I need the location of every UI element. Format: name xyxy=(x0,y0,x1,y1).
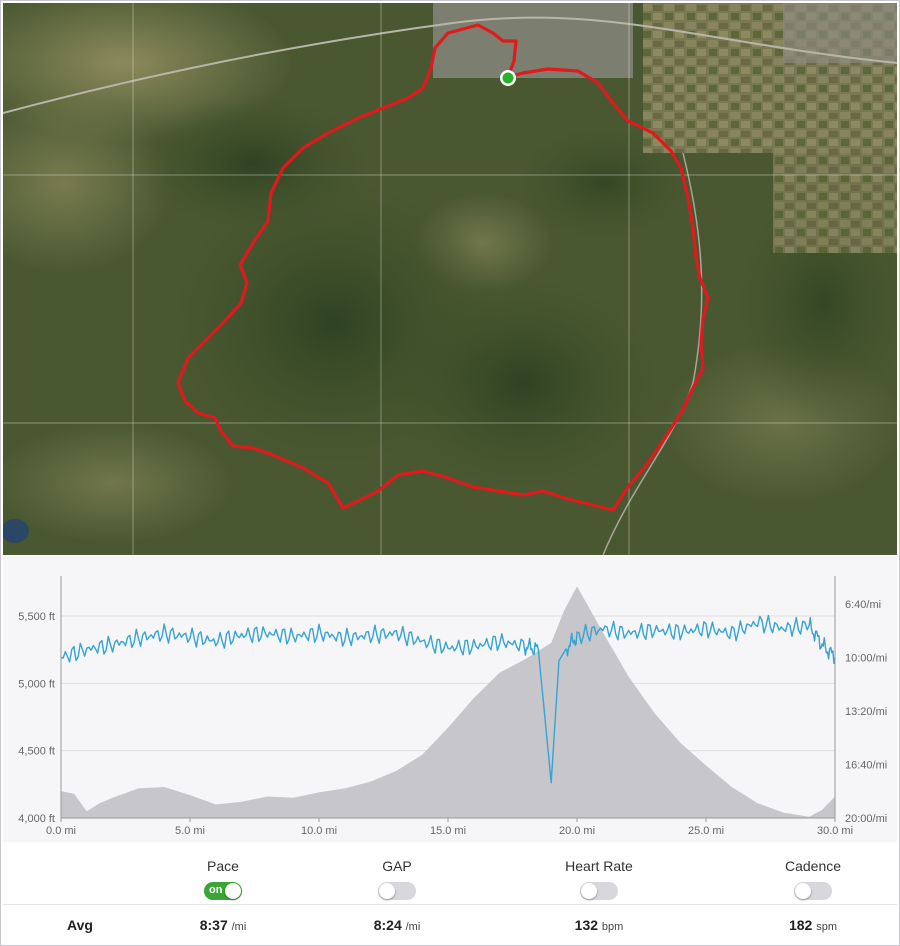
left-tick-label: 5,500 ft xyxy=(18,611,55,623)
x-tick-label: 0.0 mi xyxy=(46,825,76,837)
x-tick-label: 10.0 mi xyxy=(301,825,337,837)
pace-line xyxy=(60,614,836,784)
pace-control: Pace on xyxy=(163,858,283,905)
elevation-area xyxy=(61,586,835,818)
avg-row: Avg 8:37 /mi 8:24 /mi 132 bpm 182 spm xyxy=(3,915,897,937)
x-tick-label: 30.0 mi xyxy=(817,825,853,837)
pace-label: Pace xyxy=(207,858,239,874)
avg-label: Avg xyxy=(67,917,93,933)
heart-rate-control: Heart Rate xyxy=(539,858,659,905)
heart-rate-toggle[interactable] xyxy=(580,882,618,900)
left-tick-label: 4,500 ft xyxy=(18,746,55,758)
avg-pace-value: 8:37 xyxy=(199,917,228,933)
avg-heart-rate-value: 132 xyxy=(574,917,599,933)
right-tick-label: 20:00/mi xyxy=(845,813,887,825)
gap-label: GAP xyxy=(382,858,412,874)
left-tick-label: 4,000 ft xyxy=(18,813,55,825)
avg-gap: 8:24 /mi xyxy=(337,917,457,933)
avg-gap-value: 8:24 xyxy=(373,917,402,933)
divider xyxy=(3,904,897,905)
avg-cadence: 182 spm xyxy=(753,917,873,933)
elevation-pace-chart[interactable]: 5,500 ft 5,000 ft 4,500 ft 4,000 ft 6:40/mi… xyxy=(3,556,897,842)
avg-cadence-value: 182 xyxy=(788,917,813,933)
route-map[interactable] xyxy=(3,3,897,555)
metric-controls: Pace on GAP Heart Rate Cadence Avg 8:37 … xyxy=(3,842,897,942)
avg-cadence-unit: spm xyxy=(816,921,838,933)
avg-pace: 8:37 /mi xyxy=(163,917,283,933)
right-tick-label: 10:00/mi xyxy=(845,652,887,664)
pace-toggle-text: on xyxy=(209,884,223,896)
avg-pace-unit: /mi xyxy=(231,921,247,933)
right-tick-label: 6:40/mi xyxy=(845,599,881,611)
avg-heart-rate-unit: bpm xyxy=(601,921,624,933)
route-line xyxy=(176,23,710,512)
left-tick-label: 5,000 ft xyxy=(18,678,55,690)
cadence-toggle[interactable] xyxy=(794,882,832,900)
satellite-map xyxy=(3,3,897,555)
avg-heart-rate: 132 bpm xyxy=(539,917,659,933)
chart-svg: 5,500 ft 5,000 ft 4,500 ft 4,000 ft 6:40/mi… xyxy=(18,576,887,837)
x-tick-label: 25.0 mi xyxy=(688,825,724,837)
cadence-label: Cadence xyxy=(784,858,842,874)
pace-toggle[interactable]: on xyxy=(204,882,242,900)
avg-gap-unit: /mi xyxy=(405,921,421,933)
right-tick-label: 13:20/mi xyxy=(845,706,887,718)
x-tick-label: 5.0 mi xyxy=(175,825,205,837)
gap-control: GAP xyxy=(337,858,457,905)
right-tick-label: 16:40/mi xyxy=(845,760,887,772)
gap-toggle[interactable] xyxy=(378,882,416,900)
x-tick-label: 20.0 mi xyxy=(559,825,595,837)
x-tick-label: 15.0 mi xyxy=(430,825,466,837)
heart-rate-label: Heart Rate xyxy=(565,858,633,874)
cadence-control: Cadence xyxy=(753,858,873,905)
